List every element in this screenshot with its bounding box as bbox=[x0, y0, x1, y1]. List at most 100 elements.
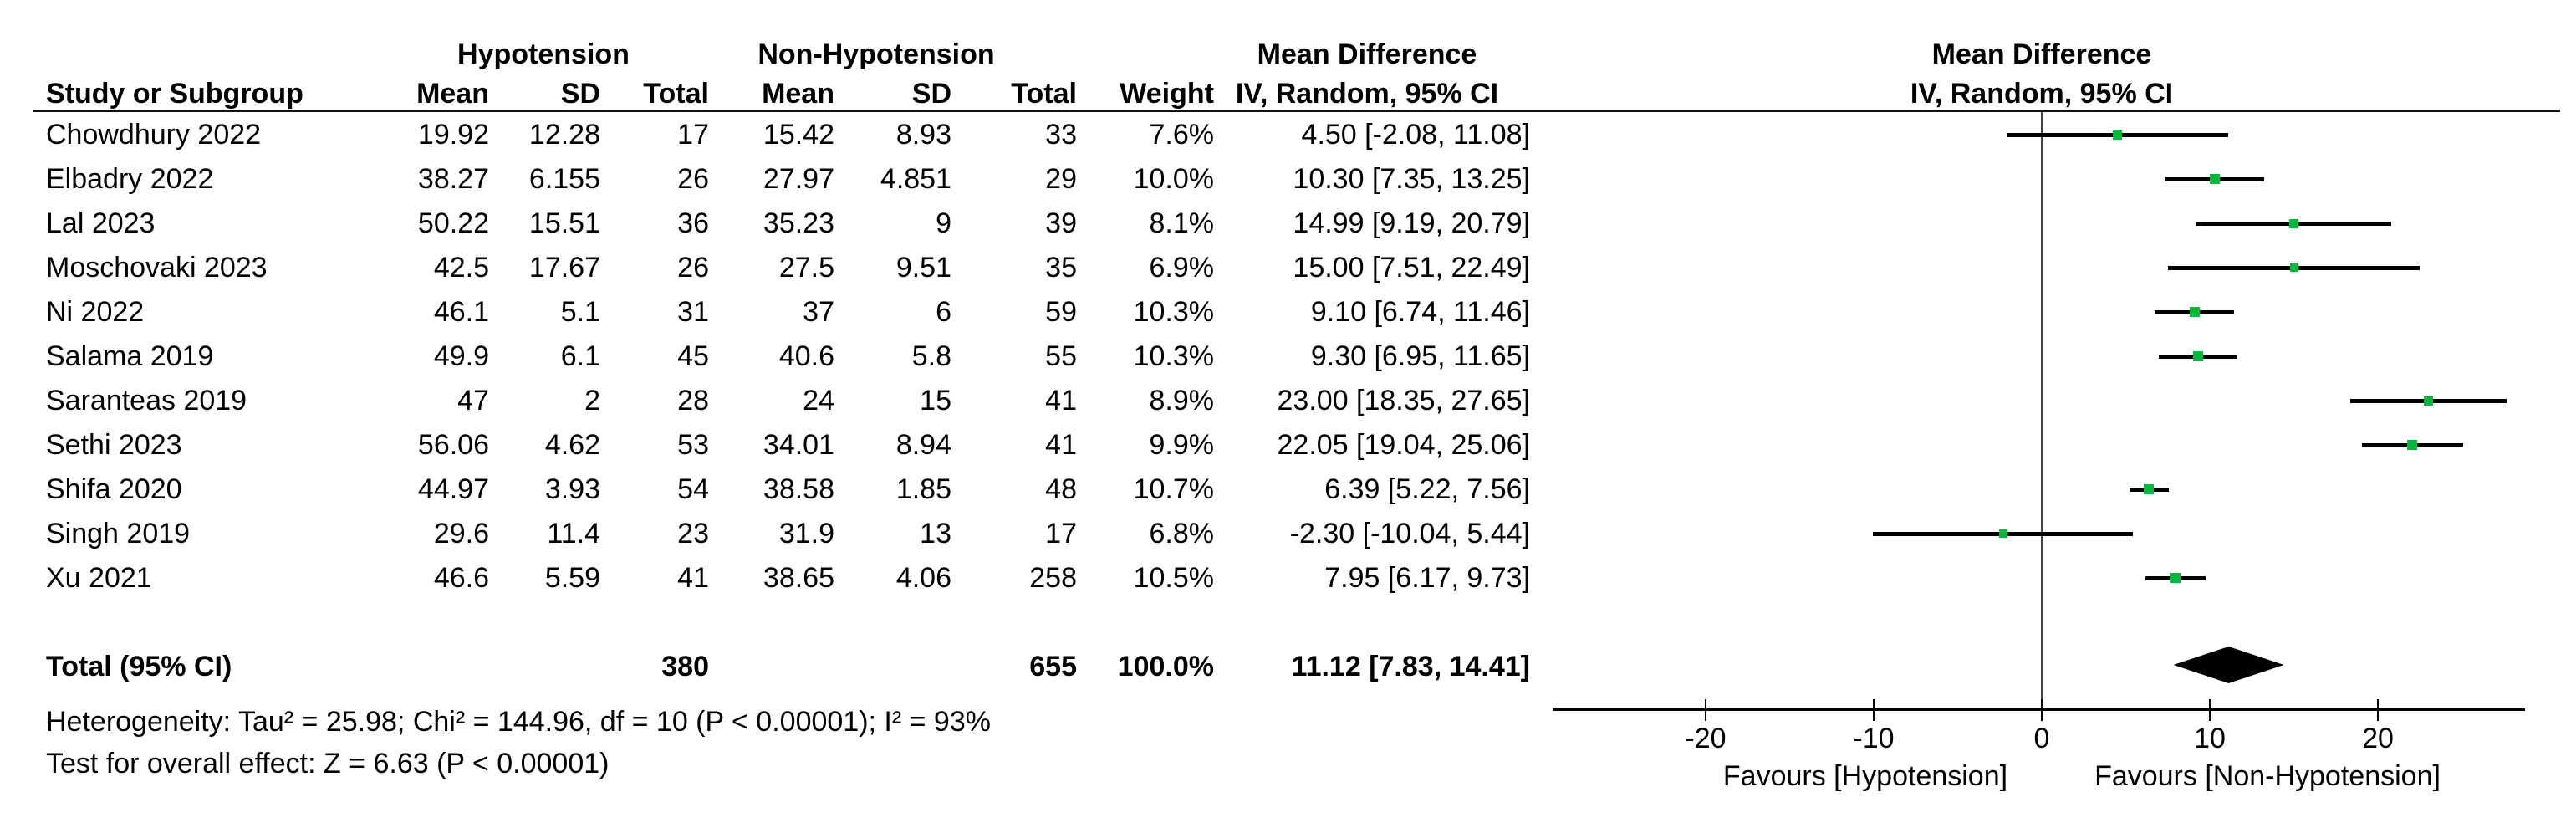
cell-total2: 35 bbox=[1045, 252, 1077, 284]
table-row: Shifa 2020 44.97 3.93 54 38.58 1.85 48 10.7% 6.3… bbox=[0, 468, 2576, 512]
plot-header-ci: IV, Random, 95% CI bbox=[1910, 78, 2174, 110]
cell-total2: 55 bbox=[1045, 340, 1077, 372]
cell-mean1: 42.5 bbox=[433, 252, 489, 284]
column-header-mean-difference: Mean Difference bbox=[1257, 38, 1477, 70]
axis-tick-label: -10 bbox=[1853, 723, 1895, 754]
cell-sd1: 2 bbox=[584, 385, 600, 417]
cell-total2: 48 bbox=[1045, 473, 1077, 505]
cell-total1: 26 bbox=[677, 252, 709, 284]
cell-ci: 6.39 [5.22, 7.56] bbox=[1324, 473, 1530, 505]
table-row: Salama 2019 49.9 6.1 45 40.6 5.8 55 10.3% 9.30 [… bbox=[0, 335, 2576, 379]
favours-right-label: Favours [Non-Hypotension] bbox=[2094, 760, 2441, 792]
cell-total1: 26 bbox=[677, 163, 709, 195]
cell-name: Moschovaki 2023 bbox=[46, 252, 268, 284]
cell-mean2: 27.5 bbox=[778, 252, 834, 284]
cell-weight: 10.0% bbox=[1133, 163, 1214, 195]
column-header-sd1: SD bbox=[560, 78, 600, 110]
forest-point-marker bbox=[1998, 529, 2007, 538]
overall-effect-note: Test for overall effect: Z = 6.63 (P < 0… bbox=[46, 748, 610, 779]
cell-sd2: 6 bbox=[936, 296, 951, 328]
cell-name: Ni 2022 bbox=[46, 296, 145, 328]
cell-name: Xu 2021 bbox=[46, 562, 152, 594]
cell-sd1: 11.4 bbox=[547, 518, 600, 549]
column-header-total1: Total bbox=[643, 78, 709, 110]
table-row: Xu 2021 46.6 5.59 41 38.65 4.06 258 10.5% 7.95 [… bbox=[0, 556, 2576, 601]
cell-total1: 28 bbox=[677, 385, 709, 417]
cell-weight: 10.3% bbox=[1133, 296, 1214, 328]
cell-mean1: 50.22 bbox=[417, 207, 489, 239]
cell-ci: 15.00 [7.51, 22.49] bbox=[1293, 252, 1530, 284]
axis-tick bbox=[2209, 699, 2211, 721]
cell-mean1: 46.6 bbox=[433, 562, 489, 594]
cell-mean1: 44.97 bbox=[417, 473, 489, 505]
cell-sd2: 8.93 bbox=[895, 119, 951, 151]
cell-total2: 33 bbox=[1045, 119, 1077, 151]
table-row: Elbadry 2022 38.27 6.155 26 27.97 4.851 29 10.0… bbox=[0, 157, 2576, 202]
cell-mean2: 38.65 bbox=[763, 562, 834, 594]
cell-total1: 54 bbox=[677, 473, 709, 505]
cell-sd2: 5.8 bbox=[911, 340, 951, 372]
column-header-total2: Total bbox=[1011, 78, 1077, 110]
total-n-non-hypotension: 655 bbox=[1029, 651, 1077, 682]
cell-total1: 53 bbox=[677, 429, 709, 461]
cell-ci: 9.10 [6.74, 11.46] bbox=[1310, 296, 1530, 328]
cell-sd1: 6.1 bbox=[560, 340, 600, 372]
forest-point-marker bbox=[2423, 396, 2433, 406]
forest-point-marker bbox=[2189, 307, 2200, 317]
cell-sd1: 15.51 bbox=[528, 207, 600, 239]
axis-tick-label: -20 bbox=[1685, 723, 1727, 754]
table-row: Singh 2019 29.6 11.4 23 31.9 13 17 6.8% -2.30 [-… bbox=[0, 512, 2576, 556]
cell-mean2: 40.6 bbox=[778, 340, 834, 372]
cell-mean2: 24 bbox=[803, 385, 834, 417]
total-diamond bbox=[2173, 647, 2284, 683]
cell-sd2: 9.51 bbox=[895, 252, 951, 284]
forest-point-marker bbox=[2170, 573, 2181, 583]
group-header-non-hypotension: Non-Hypotension bbox=[757, 38, 995, 70]
table-row: Chowdhury 2022 19.92 12.28 17 15.42 8.93 33 7.6… bbox=[0, 113, 2576, 157]
cell-total1: 23 bbox=[677, 518, 709, 549]
group-header-hypotension: Hypotension bbox=[457, 38, 630, 70]
table-row: Ni 2022 46.1 5.1 31 37 6 59 10.3% 9.10 [6.74, 11… bbox=[0, 290, 2576, 335]
cell-name: Elbadry 2022 bbox=[46, 163, 214, 195]
cell-mean1: 49.9 bbox=[433, 340, 489, 372]
heterogeneity-note: Heterogeneity: Tau² = 25.98; Chi² = 144.… bbox=[46, 706, 991, 738]
forest-point-marker bbox=[2210, 174, 2221, 184]
cell-total1: 41 bbox=[677, 562, 709, 594]
total-ci-text: 11.12 [7.83, 14.41] bbox=[1291, 651, 1530, 682]
column-header-weight: Weight bbox=[1120, 78, 1214, 110]
axis-tick bbox=[2041, 699, 2043, 721]
cell-name: Shifa 2020 bbox=[46, 473, 182, 505]
cell-mean1: 38.27 bbox=[417, 163, 489, 195]
cell-mean2: 27.97 bbox=[763, 163, 834, 195]
axis-tick-label: 0 bbox=[2033, 723, 2050, 754]
cell-total2: 29 bbox=[1045, 163, 1077, 195]
cell-total2: 41 bbox=[1045, 385, 1077, 417]
cell-sd2: 4.06 bbox=[895, 562, 951, 594]
cell-weight: 6.8% bbox=[1149, 518, 1215, 549]
cell-mean2: 31.9 bbox=[778, 518, 834, 549]
cell-mean1: 29.6 bbox=[433, 518, 489, 549]
table-row: Sethi 2023 56.06 4.62 53 34.01 8.94 41 9.9% 22.0… bbox=[0, 423, 2576, 468]
cell-mean2: 35.23 bbox=[763, 207, 834, 239]
axis-tick-label: 20 bbox=[2362, 723, 2394, 754]
cell-total2: 41 bbox=[1045, 429, 1077, 461]
zero-line bbox=[2041, 112, 2043, 710]
cell-sd2: 8.94 bbox=[895, 429, 951, 461]
cell-weight: 6.9% bbox=[1149, 252, 1215, 284]
cell-total2: 258 bbox=[1029, 562, 1077, 594]
cell-name: Sethi 2023 bbox=[46, 429, 182, 461]
forest-point-marker bbox=[2289, 263, 2298, 272]
column-header-mean2: Mean bbox=[762, 78, 834, 110]
total-n-hypotension: 380 bbox=[661, 651, 709, 682]
cell-mean2: 38.58 bbox=[763, 473, 834, 505]
header-rule bbox=[33, 110, 2560, 112]
cell-sd1: 12.28 bbox=[528, 119, 600, 151]
cell-total2: 59 bbox=[1045, 296, 1077, 328]
cell-ci: 22.05 [19.04, 25.06] bbox=[1277, 429, 1530, 461]
cell-total1: 45 bbox=[677, 340, 709, 372]
cell-ci: 23.00 [18.35, 27.65] bbox=[1277, 385, 1530, 417]
cell-sd2: 13 bbox=[920, 518, 951, 549]
cell-ci: 7.95 [6.17, 9.73] bbox=[1324, 562, 1530, 594]
cell-ci: 14.99 [9.19, 20.79] bbox=[1293, 207, 1530, 239]
